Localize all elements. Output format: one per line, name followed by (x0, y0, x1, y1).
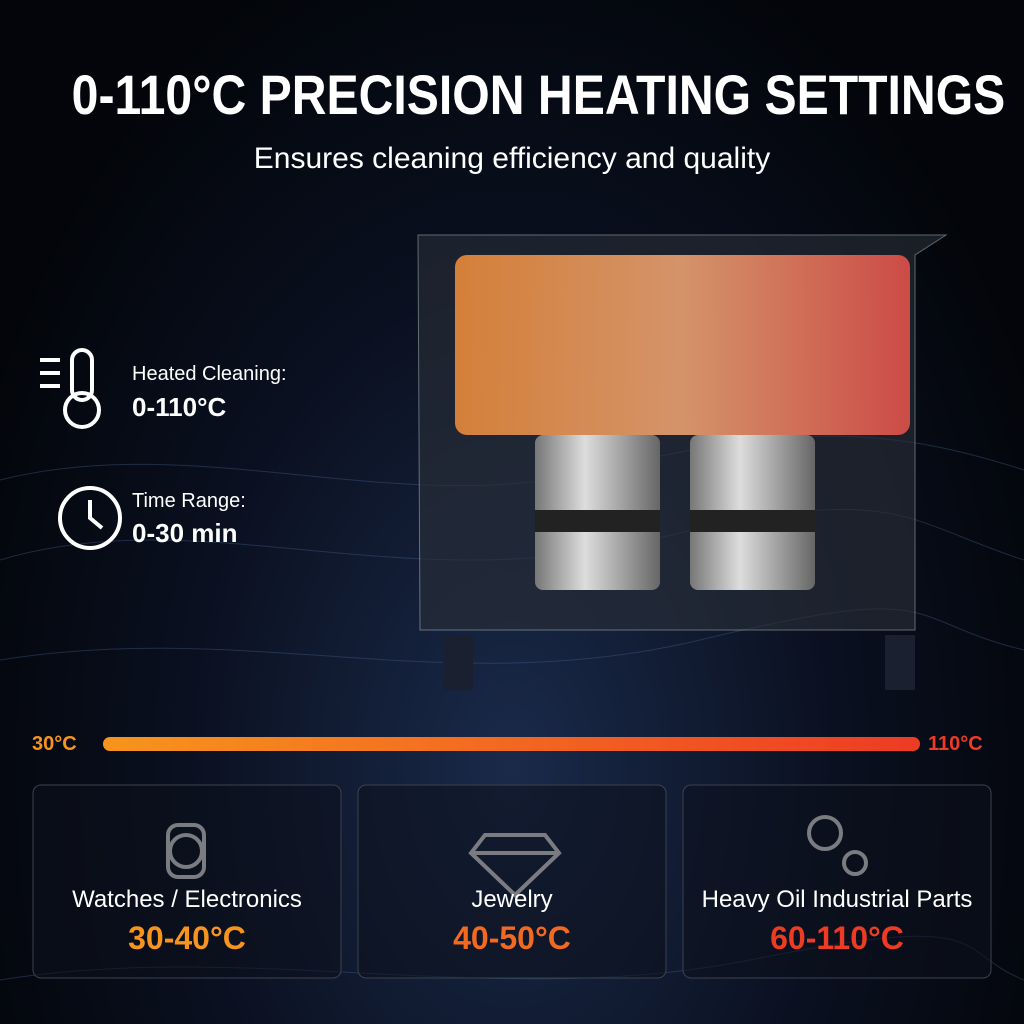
feature-label: Time Range: (132, 490, 246, 512)
subtitle: Ensures cleaning efficiency and quality (253, 142, 771, 175)
title: 0-110°C PRECISION HEATING SETTINGS (71, 63, 1006, 126)
feature-value: 0-30 min (132, 518, 238, 548)
feature-label: Heated Cleaning: (132, 363, 287, 385)
card-label: Watches / Electronics (72, 886, 302, 913)
card-range: 40-50°C (453, 920, 571, 956)
card-label: Jewelry (471, 886, 553, 913)
card-range: 60-110°C (770, 920, 904, 956)
scale-min: 30°C (32, 733, 77, 755)
feature-value: 0-110°C (132, 392, 227, 422)
card-range: 30-40°C (128, 920, 246, 956)
scale-max: 110°C (928, 733, 983, 755)
card-label: Heavy Oil Industrial Parts (701, 886, 973, 913)
